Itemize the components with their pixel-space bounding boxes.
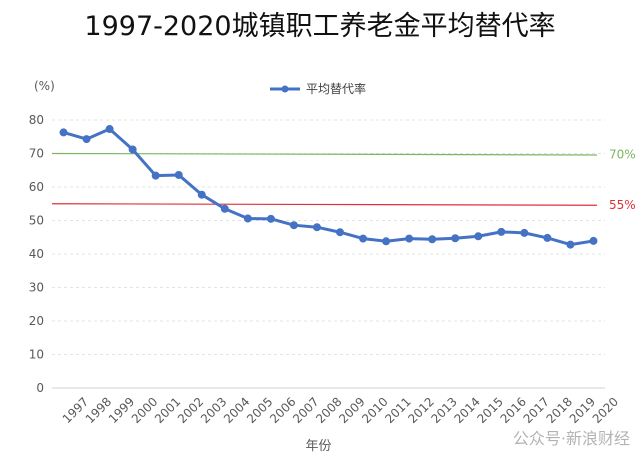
data-point <box>543 233 552 242</box>
x-tick-label: 2010 <box>359 395 390 426</box>
data-point <box>105 125 114 134</box>
data-point <box>128 145 137 154</box>
y-axis-label: (%) <box>34 79 55 93</box>
reference-line <box>51 203 598 206</box>
x-tick-label: 2009 <box>336 395 367 426</box>
y-tick-label: 50 <box>29 214 44 228</box>
y-tick-label: 0 <box>36 381 44 395</box>
y-tick-label: 40 <box>29 247 44 261</box>
x-tick-label: 2016 <box>498 395 529 426</box>
data-point <box>405 234 414 243</box>
legend-label: 平均替代率 <box>306 81 366 96</box>
x-tick-label: 2012 <box>405 395 436 426</box>
y-tick-label: 80 <box>29 113 44 127</box>
legend-marker <box>281 85 289 93</box>
x-axis-label: 年份 <box>305 439 331 454</box>
x-tick-label: 2005 <box>244 395 275 426</box>
data-point <box>243 214 252 223</box>
y-tick-label: 10 <box>29 348 44 362</box>
x-tick-label: 2018 <box>544 395 575 426</box>
x-tick-label: 2000 <box>129 395 160 426</box>
data-point <box>474 232 483 241</box>
watermark-text: 公众号·新浪财经 <box>512 429 630 448</box>
data-point <box>428 235 437 244</box>
data-point <box>220 204 229 213</box>
y-tick-label: 70 <box>29 147 44 161</box>
gridlines <box>52 119 605 355</box>
data-point <box>382 237 391 246</box>
data-point <box>174 170 183 179</box>
x-tick-label: 1999 <box>106 395 137 426</box>
data-point <box>359 234 368 243</box>
x-tick-label: 1997 <box>60 395 91 426</box>
data-point <box>59 128 68 137</box>
data-point <box>520 228 529 237</box>
x-tick-label: 2001 <box>152 395 183 426</box>
reference-line-label: 55% <box>609 198 636 212</box>
data-point <box>266 214 275 223</box>
x-tick-label: 2011 <box>382 395 413 426</box>
data-point <box>566 240 575 249</box>
x-tick-label: 2019 <box>567 395 598 426</box>
data-point <box>197 190 206 199</box>
x-tick-label: 2006 <box>267 395 298 426</box>
data-point <box>151 171 160 180</box>
chart-title: 1997-2020城镇职工养老金平均替代率 <box>84 11 556 42</box>
data-point <box>451 234 460 243</box>
x-tick-label: 2007 <box>290 395 321 426</box>
x-tick-label: 2015 <box>474 395 505 426</box>
x-tick-label: 2003 <box>198 395 229 426</box>
legend: 平均替代率 <box>270 81 366 96</box>
y-tick-label: 20 <box>29 314 44 328</box>
data-point <box>589 236 598 245</box>
x-tick-label: 2014 <box>451 395 482 426</box>
reference-lines: 70% 55% <box>51 148 636 212</box>
series <box>59 125 598 249</box>
x-tick-label: 2004 <box>221 395 252 426</box>
data-point <box>336 228 345 237</box>
reference-line-label: 70% <box>609 148 636 162</box>
y-tick-label: 30 <box>29 281 44 295</box>
x-tick-label: 2017 <box>521 395 552 426</box>
reference-line <box>51 152 598 156</box>
x-tick-label: 2013 <box>428 395 459 426</box>
x-tick-label: 1998 <box>83 395 114 426</box>
data-point <box>289 221 298 230</box>
data-point <box>497 227 506 236</box>
x-tick-label: 2008 <box>313 395 344 426</box>
x-tick-label: 2020 <box>590 395 621 426</box>
data-point <box>82 135 91 144</box>
x-tick-label: 2002 <box>175 395 206 426</box>
y-tick-label: 60 <box>29 180 44 194</box>
data-point <box>312 223 321 232</box>
